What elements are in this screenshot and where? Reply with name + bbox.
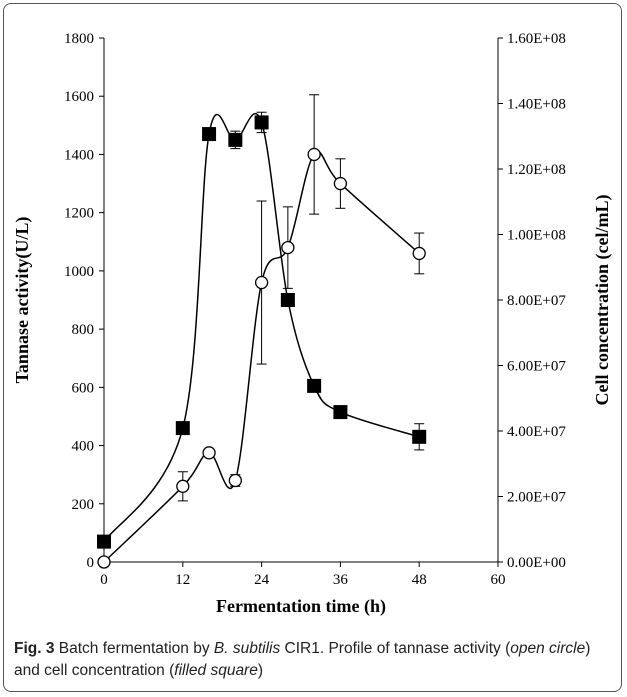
y2-tick-label: 6.00E+07 — [507, 359, 566, 375]
caption-text-2: CIR1. Profile of tannase activity ( — [280, 640, 511, 657]
y-tick-label: 1000 — [64, 264, 94, 280]
caption-open-circle: open circle — [510, 640, 586, 657]
y2-tick-label: 4.00E+07 — [507, 424, 566, 440]
y-tick-label: 400 — [72, 439, 95, 455]
data-point-open-circle — [281, 240, 295, 255]
caption-text-3: ) and cell concentration ( — [14, 640, 591, 679]
y2-tick-label: 1.20E+08 — [507, 162, 566, 178]
caption-text-1: Batch fermentation by — [54, 640, 214, 657]
y-tick-label: 800 — [72, 322, 95, 338]
x-tick-label: 24 — [254, 572, 270, 588]
y2-tick-label: 1.00E+08 — [507, 228, 566, 244]
data-point-open-circle — [333, 176, 348, 191]
y-tick-label: 200 — [72, 497, 95, 513]
y-tick-label: 1400 — [64, 147, 94, 163]
y-tick-label: 600 — [72, 380, 95, 396]
y2-axis-title: Cell concentration (cel/mL) — [592, 195, 613, 406]
y-axis-title: Tannase activity(U/L) — [12, 217, 33, 384]
data-point-open-circle — [254, 275, 269, 290]
data-point-filled-square — [412, 429, 427, 444]
y2-tick-label: 1.60E+08 — [507, 31, 566, 47]
caption-species: B. subtilis — [213, 640, 281, 657]
data-point-open-circle — [228, 473, 242, 488]
chart: 0 12 24 36 48 6002004006008001000120014001600… — [12, 31, 613, 617]
data-point-filled-square — [333, 405, 348, 420]
y-tick-label: 1200 — [64, 206, 94, 222]
data-point-filled-square — [280, 293, 295, 307]
x-tick-label: 36 — [333, 572, 349, 588]
data-point-filled-square — [254, 115, 269, 130]
x-tick-label: 12 — [175, 572, 190, 588]
series-line-filled-square — [103, 112, 420, 543]
y-tick-label: 1800 — [64, 31, 94, 47]
y2-tick-label: 8.00E+07 — [507, 293, 566, 309]
data-point-open-circle — [202, 446, 216, 460]
data-point-filled-square — [175, 421, 190, 436]
figure-frame — [3, 3, 622, 692]
y2-tick-label: 0.00E+00 — [507, 555, 566, 571]
y2-tick-label: 2.00E+07 — [507, 490, 566, 506]
x-tick-label: 48 — [412, 572, 427, 588]
data-point-open-circle — [307, 147, 321, 162]
data-point-open-circle — [97, 555, 111, 569]
data-point-filled-square — [202, 127, 217, 142]
data-point-filled-square — [97, 534, 111, 549]
caption-text-4: ) — [257, 662, 264, 679]
x-tick-label: 60 — [491, 572, 506, 588]
data-point-open-circle — [176, 479, 190, 493]
series-line-open-circle — [103, 151, 420, 563]
data-point-filled-square — [228, 132, 243, 147]
x-tick-label: 0 — [100, 572, 108, 588]
data-point-open-circle — [412, 246, 426, 261]
figure-caption: Fig. 3 Batch fermentation by B. subtilis… — [14, 638, 614, 682]
y2-tick-label: 1.40E+08 — [507, 97, 566, 113]
data-point-filled-square — [307, 378, 322, 393]
y-tick-label: 1600 — [64, 89, 94, 105]
x-axis-title: Fermentation time (h) — [216, 596, 386, 617]
caption-filled-square: filled square — [174, 662, 258, 679]
figure-label: Fig. 3 — [14, 640, 55, 657]
y-tick-label: 0 — [87, 555, 95, 571]
